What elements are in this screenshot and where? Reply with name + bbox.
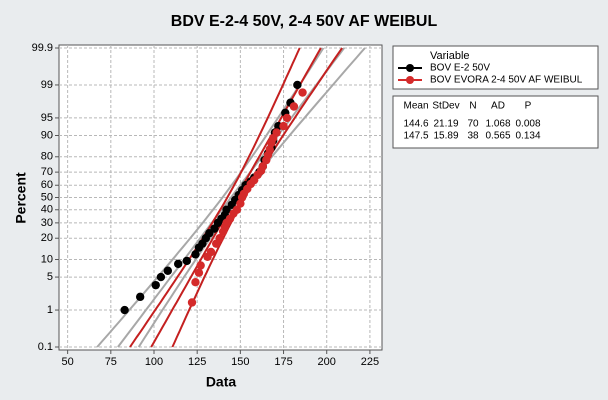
- data-point: [182, 256, 192, 266]
- x-tick-label: 175: [274, 356, 292, 368]
- y-tick-label: 40: [41, 204, 53, 216]
- legend-title: Variable: [430, 50, 470, 62]
- stats-header: StDev: [432, 101, 459, 112]
- y-axis-label: Percent: [13, 172, 29, 224]
- y-tick-label: 80: [41, 151, 53, 163]
- chart-title: BDV E-2-4 50V, 2-4 50V AF WEIBUL: [171, 13, 438, 30]
- y-tick-label: 20: [41, 232, 53, 244]
- data-point: [206, 247, 216, 257]
- stats-header: N: [469, 101, 476, 112]
- y-tick-label: 1: [47, 304, 53, 316]
- legend-label: BOV EVORA 2-4 50V AF WEIBUL: [430, 75, 583, 86]
- x-axis-label: Data: [206, 374, 237, 390]
- stats-cell: 0.134: [515, 131, 540, 142]
- legend-marker: [406, 76, 414, 84]
- legend: [392, 45, 599, 90]
- data-point: [191, 250, 200, 259]
- confidence-band: [129, 47, 301, 348]
- x-tick-label: 125: [188, 356, 206, 368]
- y-tick-label: 5: [47, 271, 53, 283]
- data-point: [194, 268, 204, 277]
- stats-cell: 38: [467, 131, 479, 142]
- legend-label: BOV E-2 50V: [430, 63, 490, 74]
- stats-header: AD: [491, 101, 505, 112]
- stats-header: P: [525, 101, 532, 112]
- x-tick-label: 200: [318, 356, 336, 368]
- stats-header: Mean: [403, 101, 428, 112]
- data-point: [279, 121, 288, 131]
- x-tick-label: 225: [361, 356, 379, 368]
- data-point: [232, 205, 242, 214]
- y-tick-label: 30: [41, 217, 53, 229]
- y-tick-label: 70: [41, 166, 53, 178]
- data-point: [272, 128, 281, 137]
- x-tick-label: 150: [231, 356, 249, 368]
- stats-cell: 21.19: [433, 119, 458, 130]
- y-tick-label: 50: [41, 191, 53, 203]
- data-point: [215, 234, 224, 243]
- stats-cell: 15.89: [433, 131, 458, 142]
- data-point: [293, 80, 302, 90]
- data-point: [151, 280, 160, 290]
- stats-cell: 144.6: [403, 119, 428, 130]
- data-point: [282, 113, 292, 123]
- stats-cell: 0.008: [515, 119, 540, 130]
- stats-cell: 1.068: [485, 119, 510, 130]
- data-point: [135, 292, 145, 302]
- data-point: [173, 259, 183, 269]
- y-tick-label: 99.9: [32, 42, 53, 54]
- legend-marker: [406, 64, 414, 72]
- y-tick-label: 99: [41, 79, 53, 91]
- data-point: [187, 298, 197, 307]
- data-point: [156, 272, 166, 282]
- data-point: [163, 266, 173, 275]
- stats-cell: 70: [467, 119, 479, 130]
- fit-line: [117, 47, 345, 348]
- stats-cell: 147.5: [403, 131, 428, 142]
- plot-clip: [96, 47, 366, 348]
- data-point: [120, 305, 129, 315]
- x-tick-label: 75: [105, 356, 117, 368]
- data-point: [289, 102, 299, 111]
- y-tick-label: 60: [41, 179, 53, 191]
- y-tick-label: 90: [41, 129, 53, 141]
- stats-cell: 0.565: [485, 131, 510, 142]
- y-tick-label: 0.1: [38, 341, 53, 353]
- y-tick-label: 10: [41, 253, 53, 265]
- data-point: [258, 162, 268, 171]
- y-tick-label: 95: [41, 112, 53, 124]
- data-point: [191, 277, 200, 287]
- x-tick-label: 50: [62, 356, 74, 368]
- data-point: [196, 261, 205, 270]
- stats-table: [392, 95, 599, 149]
- x-tick-label: 100: [145, 356, 163, 368]
- data-point: [298, 88, 307, 97]
- data-point: [265, 145, 274, 154]
